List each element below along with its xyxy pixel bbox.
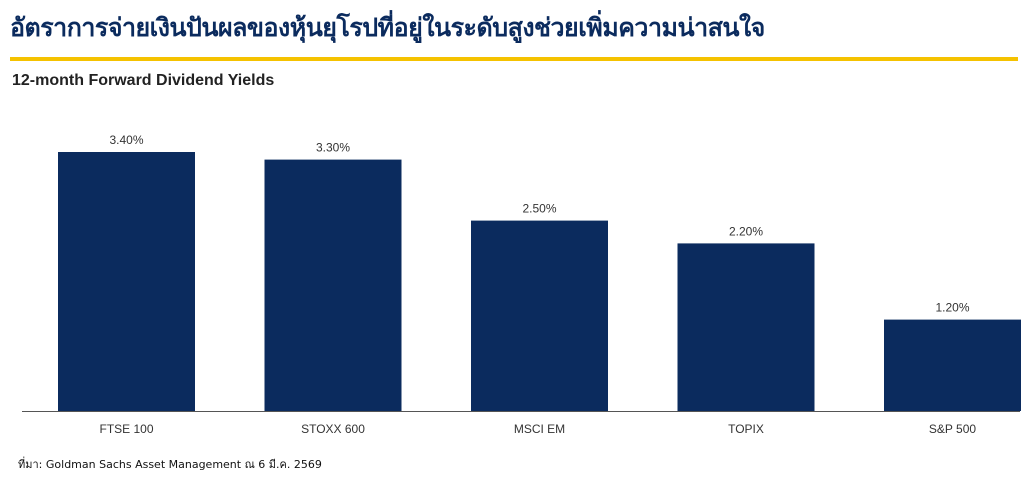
bar-value-label: 3.30% bbox=[316, 141, 350, 155]
category-label: MSCI EM bbox=[514, 422, 565, 436]
bar-value-label: 2.20% bbox=[729, 224, 763, 238]
bar-3 bbox=[677, 243, 815, 411]
bar-value-label: 1.20% bbox=[935, 301, 969, 315]
category-label: S&P 500 bbox=[929, 422, 976, 436]
category-label: FTSE 100 bbox=[99, 422, 153, 436]
chart-title: 12-month Forward Dividend Yields bbox=[12, 72, 275, 89]
category-label: STOXX 600 bbox=[301, 422, 365, 436]
bar-2 bbox=[471, 220, 608, 411]
bar-4 bbox=[884, 319, 1021, 411]
bar-1 bbox=[264, 159, 402, 411]
bar-value-label: 2.50% bbox=[522, 202, 556, 216]
category-label: TOPIX bbox=[728, 422, 764, 436]
source-note: ที่มา: Goldman Sachs Asset Management ณ … bbox=[18, 458, 322, 471]
bar-0 bbox=[58, 152, 195, 411]
page-title: อัตราการจ่ายเงินปันผลของหุ้นยุโรปที่อยู่… bbox=[10, 13, 765, 42]
title-divider bbox=[10, 57, 1018, 61]
bar-value-label: 3.40% bbox=[109, 133, 143, 147]
